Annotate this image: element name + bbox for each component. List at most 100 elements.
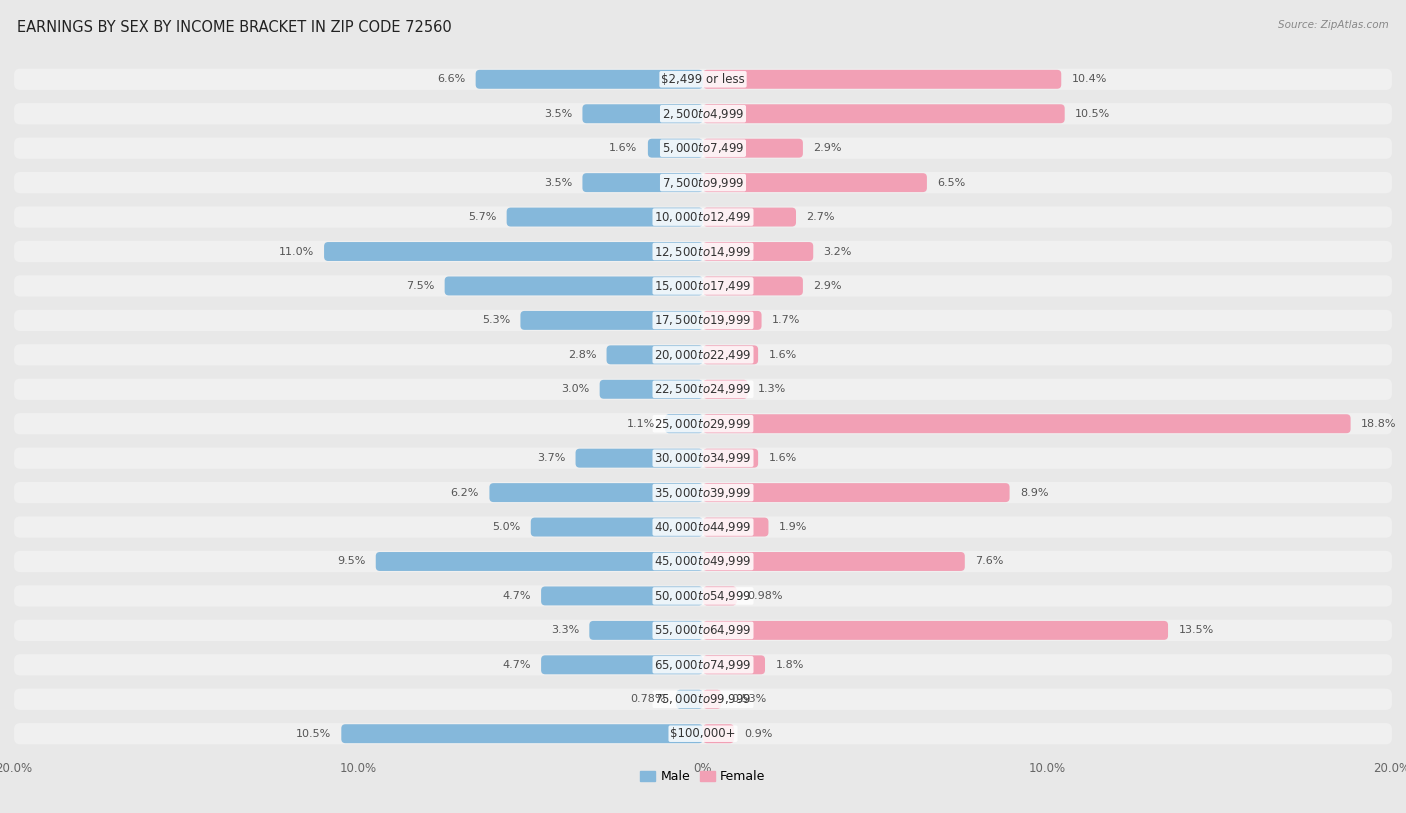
FancyBboxPatch shape <box>14 310 1392 331</box>
Text: 7.5%: 7.5% <box>406 281 434 291</box>
FancyBboxPatch shape <box>703 173 927 192</box>
FancyBboxPatch shape <box>14 207 1392 228</box>
FancyBboxPatch shape <box>14 379 1392 400</box>
Text: 4.7%: 4.7% <box>502 591 531 601</box>
Text: 10.5%: 10.5% <box>1076 109 1111 119</box>
FancyBboxPatch shape <box>14 447 1392 469</box>
FancyBboxPatch shape <box>506 207 703 227</box>
FancyBboxPatch shape <box>14 482 1392 503</box>
Text: 6.2%: 6.2% <box>451 488 479 498</box>
Text: $30,000 to $34,999: $30,000 to $34,999 <box>654 451 752 465</box>
Text: 4.7%: 4.7% <box>502 660 531 670</box>
FancyBboxPatch shape <box>703 655 765 674</box>
Text: $65,000 to $74,999: $65,000 to $74,999 <box>654 658 752 672</box>
Text: $25,000 to $29,999: $25,000 to $29,999 <box>654 417 752 431</box>
Text: $100,000+: $100,000+ <box>671 727 735 740</box>
FancyBboxPatch shape <box>575 449 703 467</box>
Text: $5,000 to $7,499: $5,000 to $7,499 <box>662 141 744 155</box>
FancyBboxPatch shape <box>703 207 796 227</box>
FancyBboxPatch shape <box>342 724 703 743</box>
FancyBboxPatch shape <box>665 415 703 433</box>
Text: 9.5%: 9.5% <box>337 556 366 567</box>
Text: 3.5%: 3.5% <box>544 177 572 188</box>
Text: 6.5%: 6.5% <box>938 177 966 188</box>
FancyBboxPatch shape <box>582 104 703 124</box>
FancyBboxPatch shape <box>703 586 737 606</box>
Text: 2.9%: 2.9% <box>813 143 842 153</box>
Text: $2,500 to $4,999: $2,500 to $4,999 <box>662 107 744 121</box>
Text: 1.9%: 1.9% <box>779 522 807 532</box>
Text: 1.6%: 1.6% <box>769 350 797 360</box>
FancyBboxPatch shape <box>703 724 734 743</box>
FancyBboxPatch shape <box>375 552 703 571</box>
FancyBboxPatch shape <box>703 346 758 364</box>
Text: 1.6%: 1.6% <box>609 143 637 153</box>
Text: $50,000 to $54,999: $50,000 to $54,999 <box>654 589 752 603</box>
FancyBboxPatch shape <box>520 311 703 330</box>
FancyBboxPatch shape <box>703 552 965 571</box>
Text: 0.9%: 0.9% <box>744 728 773 739</box>
Text: 0.98%: 0.98% <box>747 591 783 601</box>
Text: 2.8%: 2.8% <box>568 350 596 360</box>
FancyBboxPatch shape <box>703 483 1010 502</box>
FancyBboxPatch shape <box>14 103 1392 124</box>
FancyBboxPatch shape <box>14 137 1392 159</box>
Text: 11.0%: 11.0% <box>278 246 314 257</box>
FancyBboxPatch shape <box>14 620 1392 641</box>
FancyBboxPatch shape <box>14 172 1392 193</box>
Text: 13.5%: 13.5% <box>1178 625 1213 636</box>
Text: 8.9%: 8.9% <box>1019 488 1049 498</box>
FancyBboxPatch shape <box>14 654 1392 676</box>
FancyBboxPatch shape <box>648 139 703 158</box>
Text: 10.5%: 10.5% <box>295 728 330 739</box>
Text: 0.53%: 0.53% <box>731 694 766 704</box>
FancyBboxPatch shape <box>14 723 1392 745</box>
FancyBboxPatch shape <box>703 311 762 330</box>
FancyBboxPatch shape <box>14 276 1392 297</box>
FancyBboxPatch shape <box>703 104 1064 124</box>
FancyBboxPatch shape <box>14 689 1392 710</box>
FancyBboxPatch shape <box>703 449 758 467</box>
FancyBboxPatch shape <box>444 276 703 295</box>
Text: $45,000 to $49,999: $45,000 to $49,999 <box>654 554 752 568</box>
Text: $17,500 to $19,999: $17,500 to $19,999 <box>654 313 752 328</box>
FancyBboxPatch shape <box>14 551 1392 572</box>
FancyBboxPatch shape <box>323 242 703 261</box>
Text: 7.6%: 7.6% <box>976 556 1004 567</box>
FancyBboxPatch shape <box>531 518 703 537</box>
FancyBboxPatch shape <box>582 173 703 192</box>
FancyBboxPatch shape <box>703 139 803 158</box>
Text: $35,000 to $39,999: $35,000 to $39,999 <box>654 485 752 500</box>
Text: 5.7%: 5.7% <box>468 212 496 222</box>
Text: 3.3%: 3.3% <box>551 625 579 636</box>
Legend: Male, Female: Male, Female <box>636 765 770 789</box>
Text: 2.9%: 2.9% <box>813 281 842 291</box>
Text: 3.7%: 3.7% <box>537 453 565 463</box>
Text: 2.7%: 2.7% <box>807 212 835 222</box>
FancyBboxPatch shape <box>606 346 703 364</box>
Text: $2,499 or less: $2,499 or less <box>661 73 745 86</box>
FancyBboxPatch shape <box>14 68 1392 90</box>
Text: Source: ZipAtlas.com: Source: ZipAtlas.com <box>1278 20 1389 30</box>
FancyBboxPatch shape <box>475 70 703 89</box>
FancyBboxPatch shape <box>14 344 1392 366</box>
FancyBboxPatch shape <box>541 586 703 606</box>
Text: 6.6%: 6.6% <box>437 74 465 85</box>
FancyBboxPatch shape <box>703 276 803 295</box>
FancyBboxPatch shape <box>589 621 703 640</box>
Text: $20,000 to $22,499: $20,000 to $22,499 <box>654 348 752 362</box>
Text: 3.2%: 3.2% <box>824 246 852 257</box>
FancyBboxPatch shape <box>703 70 1062 89</box>
Text: $55,000 to $64,999: $55,000 to $64,999 <box>654 624 752 637</box>
FancyBboxPatch shape <box>703 689 721 709</box>
FancyBboxPatch shape <box>14 241 1392 262</box>
FancyBboxPatch shape <box>14 516 1392 537</box>
Text: 0.78%: 0.78% <box>630 694 666 704</box>
Text: EARNINGS BY SEX BY INCOME BRACKET IN ZIP CODE 72560: EARNINGS BY SEX BY INCOME BRACKET IN ZIP… <box>17 20 451 35</box>
Text: $15,000 to $17,499: $15,000 to $17,499 <box>654 279 752 293</box>
Text: 1.1%: 1.1% <box>627 419 655 428</box>
FancyBboxPatch shape <box>489 483 703 502</box>
Text: 3.5%: 3.5% <box>544 109 572 119</box>
Text: 1.3%: 1.3% <box>758 385 786 394</box>
FancyBboxPatch shape <box>703 518 769 537</box>
